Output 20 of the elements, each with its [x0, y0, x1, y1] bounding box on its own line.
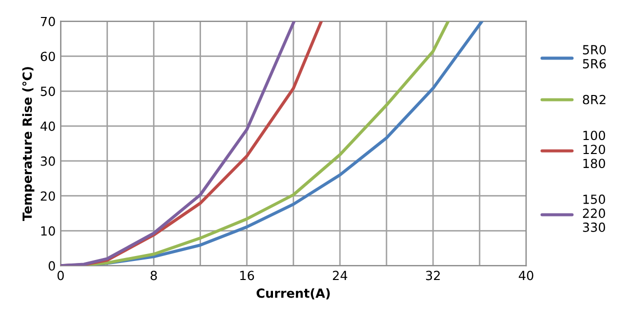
y-tick-label: 70 [40, 16, 55, 26]
y-tick-label: 60 [40, 52, 55, 62]
y-tick-label: 20 [40, 191, 55, 201]
y-tick-label: 40 [40, 122, 55, 131]
legend-label: 150 220 330 [582, 194, 606, 232]
y-tick-label: 10 [41, 226, 55, 236]
legend-label: 5R0 5R6 [583, 45, 606, 68]
y-axis-title: Temperature Rise (℃) [22, 67, 34, 221]
x-tick-label: 40 [518, 270, 534, 280]
x-tick-label: 24 [332, 270, 348, 280]
x-tick-label: 32 [426, 270, 440, 280]
x-tick-label: 0 [58, 270, 64, 280]
legend-label: 8R2 [582, 94, 606, 104]
x-tick-label: 16 [240, 270, 254, 280]
x-axis-title: Current(A) [256, 288, 330, 300]
y-tick-label: 0 [48, 261, 55, 271]
y-tick-label: 30 [40, 156, 55, 166]
x-tick-label: 8 [150, 270, 157, 280]
legend-label: 100 120 180 [583, 130, 606, 168]
y-tick-label: 50 [40, 86, 55, 96]
